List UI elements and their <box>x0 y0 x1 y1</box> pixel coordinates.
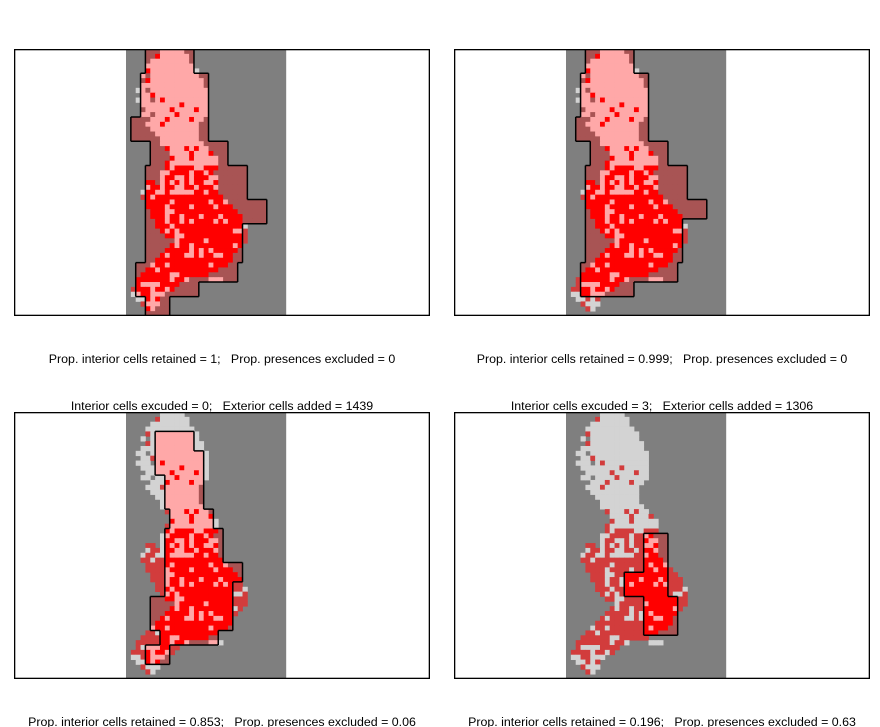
map-canvas-gain-equals-loss <box>14 412 430 679</box>
panel-caption: Prop. interior cells retained = 0.196; P… <box>420 684 880 727</box>
panel-caption-line2: Interior cells excuded = 3; Exterior cel… <box>510 398 814 413</box>
panel-caption-line1: Prop. interior cells retained = 0.853; P… <box>28 715 416 727</box>
map-canvas-all-occurrences <box>454 49 870 316</box>
panel-caption: Prop. interior cells retained = 0.999; P… <box>420 321 880 445</box>
panel-caption-line1: Prop. interior cells retained = 0.196; P… <box>468 715 856 727</box>
map-canvas-interior-only <box>454 412 870 679</box>
panel-caption-line1: Prop. interior cells retained = 0.999; P… <box>476 352 848 366</box>
panel-caption-line2: Interior cells excuded = 0; Exterior cel… <box>70 398 374 413</box>
panel-caption: Prop. interior cells retained = 1; Prop.… <box>0 321 464 445</box>
panel-caption: Prop. interior cells retained = 0.853; P… <box>0 684 464 727</box>
panel-caption-line1: Prop. interior cells retained = 1; Prop.… <box>48 352 396 366</box>
map-canvas-all-interior <box>14 49 430 316</box>
